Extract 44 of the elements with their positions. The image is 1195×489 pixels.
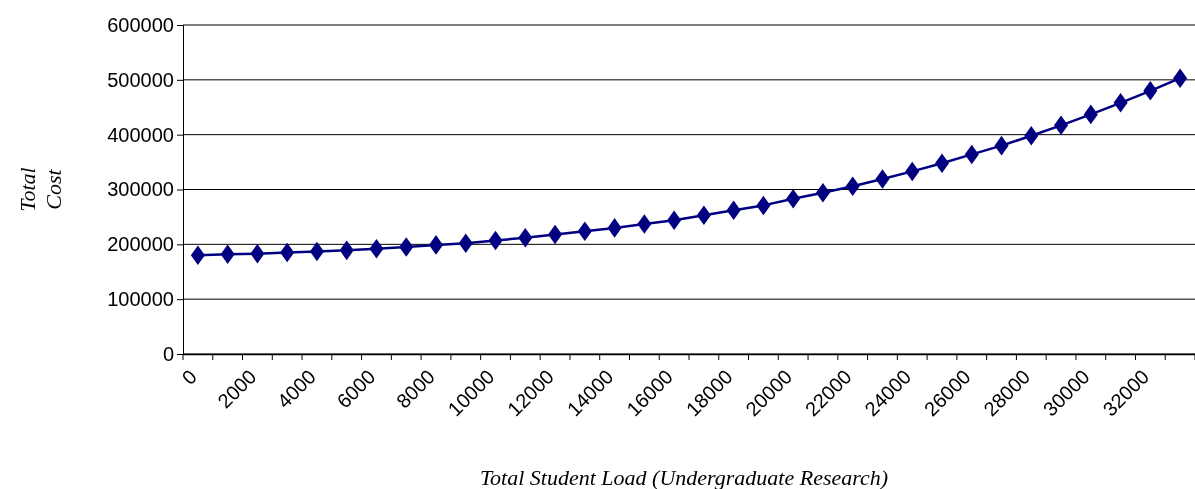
y-tick-label: 400000: [107, 123, 174, 146]
point: [1054, 115, 1069, 136]
point: [934, 153, 950, 173]
point: [518, 227, 533, 248]
point: [815, 183, 830, 203]
point: [577, 221, 592, 241]
point: [369, 238, 384, 259]
y-tick-label: 600000: [107, 13, 174, 36]
point: [548, 224, 563, 245]
point: [1083, 104, 1098, 125]
point: [607, 218, 622, 238]
point: [905, 161, 920, 182]
y-tick-label: 100000: [107, 288, 174, 311]
point: [845, 176, 860, 196]
y-tick-label: 300000: [107, 178, 174, 201]
point: [280, 242, 295, 263]
point: [756, 195, 771, 216]
x-axis-title: Total Student Load (Undergraduate Research): [479, 465, 889, 489]
point: [190, 245, 205, 266]
point: [1173, 68, 1188, 88]
point: [399, 237, 414, 257]
point: [250, 243, 265, 264]
point: [1024, 126, 1039, 146]
point: [637, 214, 652, 234]
point: [964, 144, 979, 165]
point: [458, 233, 473, 253]
point: [220, 244, 235, 264]
y-tick-label: 500000: [107, 68, 174, 91]
point: [428, 235, 444, 255]
y-tick-label: 0: [162, 342, 174, 365]
point: [488, 230, 503, 251]
y-axis-title: Total Cost: [15, 167, 66, 212]
x-tick-label: 0: [177, 365, 201, 389]
point: [1143, 81, 1158, 101]
point: [1113, 93, 1128, 113]
point: [667, 210, 682, 230]
point: [786, 189, 801, 209]
point: [875, 169, 890, 189]
point: [726, 200, 741, 221]
point: [339, 240, 354, 261]
point: [309, 241, 324, 262]
point: [994, 135, 1009, 156]
y-tick-label: 200000: [107, 233, 174, 256]
point: [696, 205, 711, 226]
